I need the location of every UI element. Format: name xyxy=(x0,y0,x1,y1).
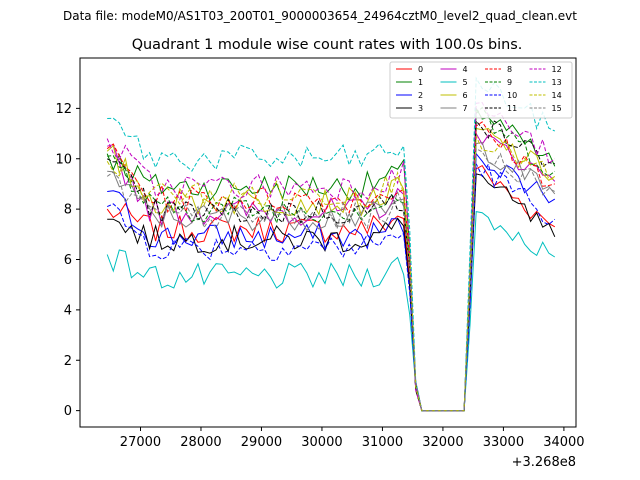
y-tick-label: 4 xyxy=(64,303,72,318)
legend-frame xyxy=(389,61,573,119)
x-tick-label: 32000 xyxy=(422,435,463,450)
series-line-4 xyxy=(107,131,556,412)
y-tick-label: 2 xyxy=(64,354,72,369)
series-line-15 xyxy=(106,147,556,412)
legend-label-3: 3 xyxy=(418,104,423,113)
legend-label-8: 8 xyxy=(507,65,512,74)
plot-area xyxy=(79,57,577,428)
series-line-5 xyxy=(106,211,556,412)
y-tick-label: 12 xyxy=(55,102,72,117)
y-tick-label: 10 xyxy=(55,152,72,167)
series-line-7 xyxy=(107,141,556,412)
x-axis: 27000 28000 29000 30000 31000 32000 33000 34000 xyxy=(120,427,585,450)
legend-label-13: 13 xyxy=(552,78,562,87)
legend-label-12: 12 xyxy=(552,65,562,74)
legend-label-14: 14 xyxy=(552,91,562,100)
series-line-8 xyxy=(106,121,555,412)
legend-label-7: 7 xyxy=(463,104,468,113)
x-tick-label: 31000 xyxy=(362,435,403,450)
series-line-13 xyxy=(107,76,556,412)
series-line-14 xyxy=(106,135,555,412)
file-suptitle: Data file: modeM0/AS1T03_200T01_90000036… xyxy=(63,9,577,23)
x-offset-label: +3.268e8 xyxy=(512,455,576,470)
legend-label-6: 6 xyxy=(463,91,468,100)
series-line-3 xyxy=(107,173,556,412)
series-line-10 xyxy=(106,162,556,412)
series-layer xyxy=(106,76,556,412)
legend-label-10: 10 xyxy=(507,91,517,100)
y-axis: 0 2 4 6 8 10 12 xyxy=(55,102,80,419)
x-tick-label: 28000 xyxy=(180,435,221,450)
series-line-11 xyxy=(106,119,555,412)
x-tick-label: 34000 xyxy=(543,435,584,450)
y-tick-label: 6 xyxy=(64,253,72,268)
legend-label-15: 15 xyxy=(552,104,562,113)
legend-label-9: 9 xyxy=(507,78,512,87)
y-tick-label: 8 xyxy=(64,203,72,218)
x-tick-label: 30000 xyxy=(301,435,342,450)
series-line-12 xyxy=(106,101,556,412)
x-tick-label: 29000 xyxy=(241,435,282,450)
x-tick-label: 33000 xyxy=(483,435,524,450)
legend-label-5: 5 xyxy=(463,78,468,87)
y-tick-label: 0 xyxy=(64,404,72,419)
legend-label-2: 2 xyxy=(418,91,423,100)
legend-label-0: 0 xyxy=(418,65,423,74)
legend-label-4: 4 xyxy=(463,65,468,74)
x-tick-label: 27000 xyxy=(120,435,161,450)
legend-label-1: 1 xyxy=(418,78,423,87)
legend-label-11: 11 xyxy=(507,104,517,113)
axes-border xyxy=(79,57,577,428)
chart-title: Quadrant 1 module wise count rates with … xyxy=(132,37,523,53)
